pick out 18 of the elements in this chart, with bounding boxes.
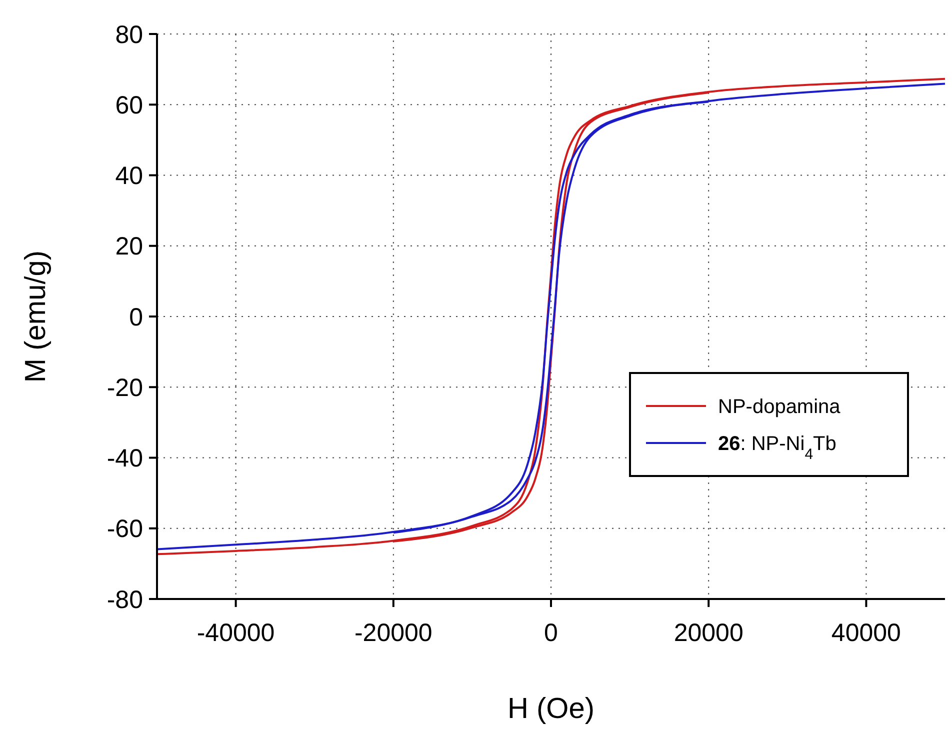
x-tick-label: -40000 — [196, 619, 275, 647]
y-tick-label: 80 — [115, 20, 143, 49]
y-tick-label: -60 — [106, 515, 143, 544]
x-tick-label: 20000 — [674, 619, 744, 647]
x-tick-label: -20000 — [354, 619, 432, 647]
x-tick-label: 40000 — [831, 619, 901, 647]
y-tick-label: 20 — [115, 232, 143, 261]
x-axis-title: H (Oe) — [508, 693, 594, 725]
y-tick-label: 40 — [115, 162, 143, 190]
y-tick-label: 0 — [129, 303, 143, 332]
x-tick-label: 0 — [544, 619, 558, 647]
y-tick-label: -40 — [106, 444, 143, 472]
y-axis-title: M (emu/g) — [20, 250, 52, 383]
y-tick-label: -80 — [106, 586, 143, 614]
legend-label: NP-dopamina — [718, 396, 842, 418]
y-tick-label: 60 — [115, 91, 143, 120]
legend-label: 26: NP-Ni$_{4}$Tb — [718, 433, 836, 462]
y-tick-label: -20 — [106, 374, 143, 402]
